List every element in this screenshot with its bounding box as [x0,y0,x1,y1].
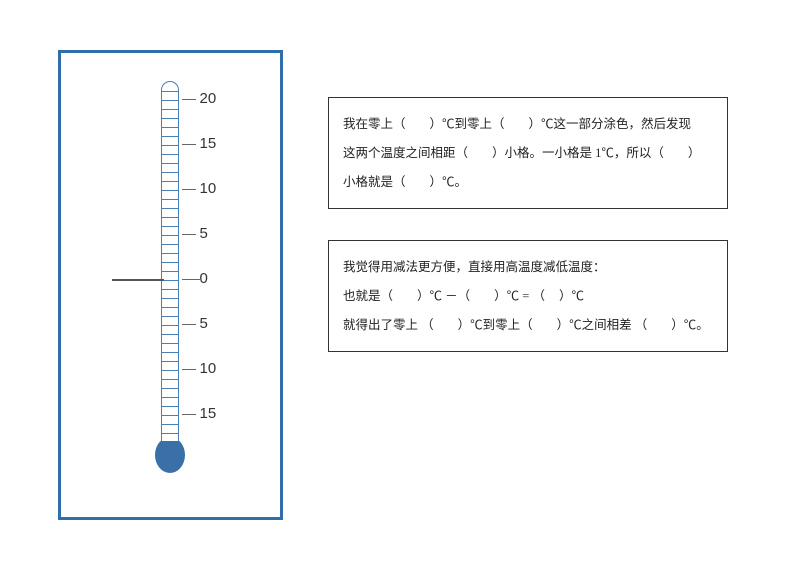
text: 我在零上（ [343,117,406,131]
major-tick [182,279,200,280]
text: 小格就是（ [343,175,406,189]
zero-tick-left [112,279,164,281]
thermometer-tube [161,81,179,441]
scale-label: 5 [200,225,208,242]
text: ）℃ －（ [417,289,470,303]
text: ） [688,146,701,160]
major-tick [182,99,196,100]
text: 这两个温度之间相距（ [343,146,468,160]
text: ）℃这一部分涂色，然后发现 [529,117,692,131]
thermometer [161,81,181,473]
text: ）℃到零上（ [458,318,533,332]
box2-line1: 我觉得用减法更方便，直接用高温度减低温度： [343,253,713,282]
box1-line3: 小格就是（ ）℃。 [343,168,713,197]
question-box-2: 我觉得用减法更方便，直接用高温度减低温度： 也就是（）℃ －（）℃ = （）℃ … [328,240,728,352]
scale-label: 10 [200,180,217,197]
text: 就得出了零上 （ [343,318,434,332]
major-tick [182,324,196,325]
thermometer-panel: 20 15 10 5 0 5 10 15 [58,50,283,520]
major-tick [182,414,196,415]
text: ）℃ [559,289,584,303]
text: ）℃。 [430,175,468,189]
text: 也就是（ [343,289,393,303]
text: ）℃到零上（ [430,117,505,131]
major-tick [182,234,196,235]
thermometer-bulb [155,437,185,473]
scale-label: 5 [200,315,208,332]
box1-line2: 这两个温度之间相距（ ）小格。一小格是 1℃，所以（ ） [343,139,713,168]
text: ）℃。 [671,318,709,332]
text: ）℃ = （ [494,289,545,303]
scale-label: 20 [200,90,217,107]
question-box-1: 我在零上（ ）℃到零上（ ）℃这一部分涂色，然后发现 这两个温度之间相距（ ）小格。一… [328,97,728,209]
text: ）小格。一小格是 1℃，所以（ [492,146,664,160]
text: ）℃之间相差 （ [557,318,648,332]
box2-line3: 就得出了零上 （ ）℃到零上（ ）℃之间相差 （ ）℃。 [343,311,713,340]
major-tick [182,369,196,370]
major-tick [182,189,196,190]
scale-label: 15 [200,135,217,152]
box1-line1: 我在零上（ ）℃到零上（ ）℃这一部分涂色，然后发现 [343,110,713,139]
scale-label: 15 [200,405,217,422]
box2-line2: 也就是（ ）℃ －（ ）℃ = （ ）℃ [343,282,713,311]
scale-label: 0 [200,270,208,287]
major-tick [182,144,196,145]
scale-label: 10 [200,360,217,377]
